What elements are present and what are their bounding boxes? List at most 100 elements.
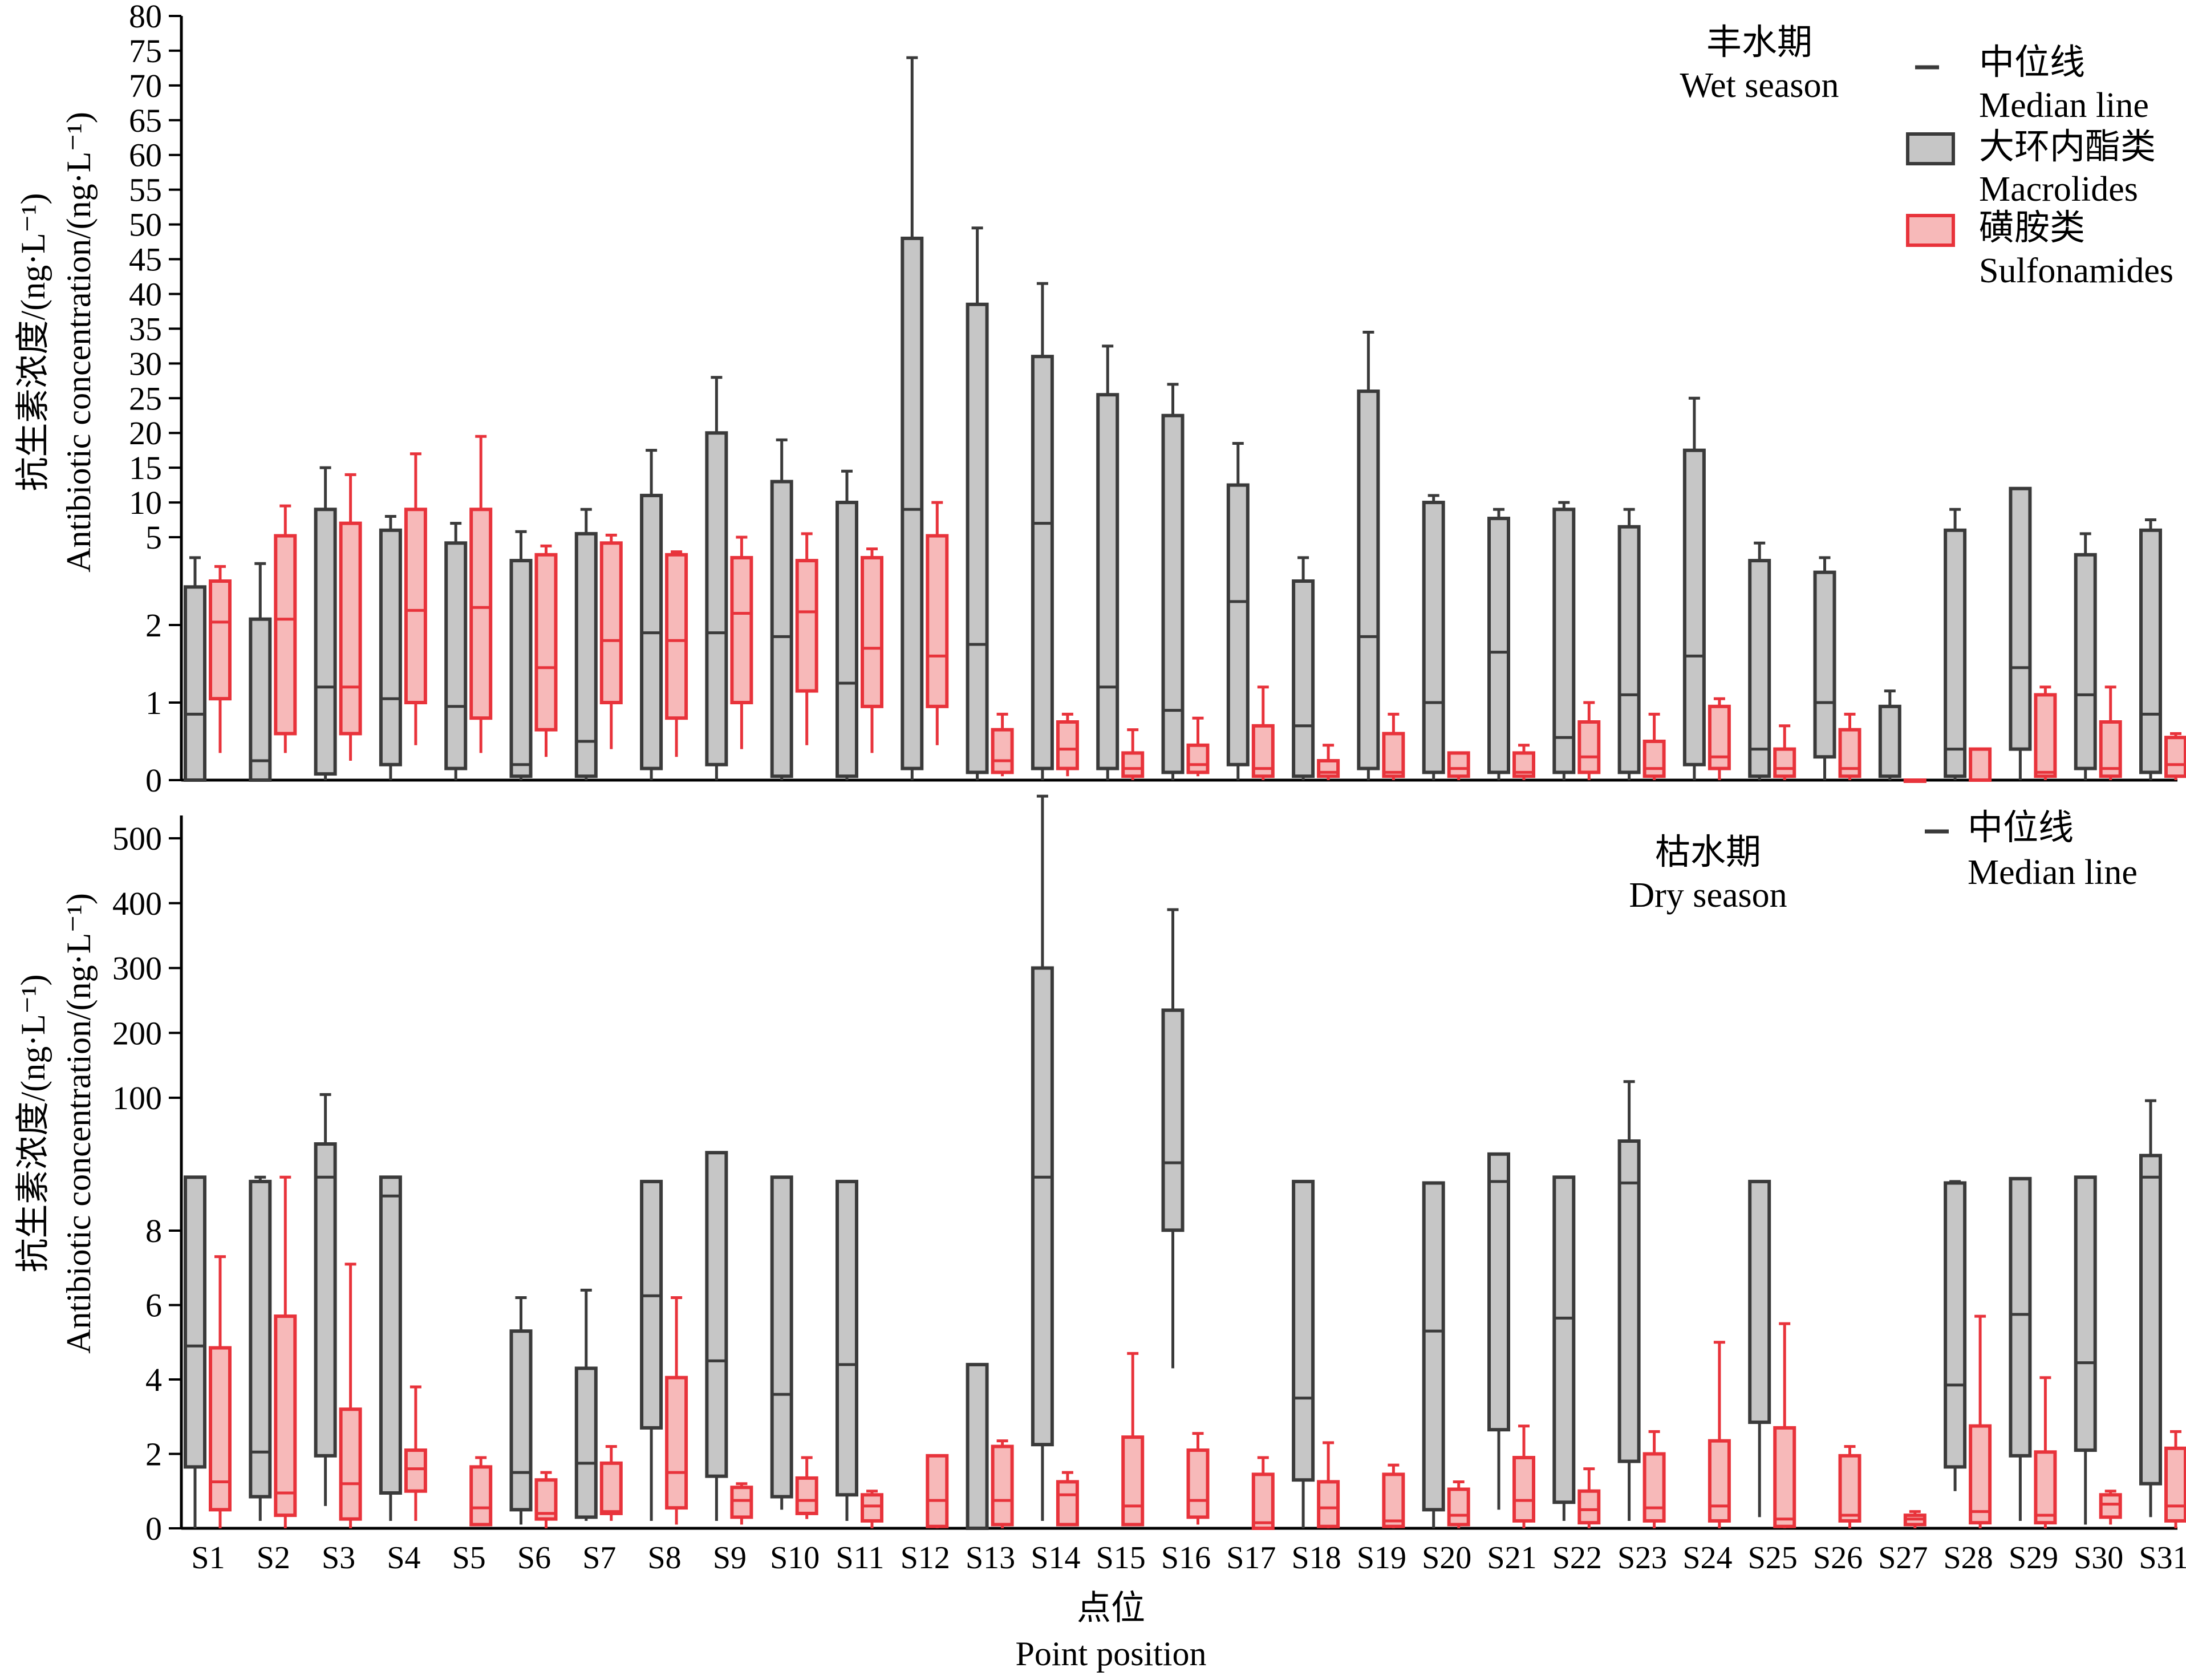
top-y-tick-label: 55 (129, 172, 162, 209)
top-y-tick-label: 70 (129, 67, 162, 104)
bottom-sulfonamides-s7-box (599, 1461, 623, 1515)
top-y-tick-label: 45 (129, 241, 162, 278)
bottom-macrolides-s4-box (379, 1175, 402, 1495)
top-macrolides-s14-box (1031, 355, 1054, 770)
x-tick-label-s26: S26 (1813, 1540, 1863, 1576)
x-tick-label-s9: S9 (713, 1540, 747, 1576)
bottom-sulfonamides-s18-box (1317, 1480, 1340, 1528)
bottom-sulfonamides-s21-box (1512, 1456, 1535, 1523)
x-tick-label-s20: S20 (1422, 1540, 1471, 1576)
top-sulfonamides-s25-box (1773, 747, 1796, 778)
bottom-sulfonamides-s22-box (1577, 1489, 1601, 1525)
top-macrolides-s15-box (1096, 393, 1120, 770)
top-y-tick-label: 50 (129, 206, 162, 244)
bottom-sulfonamides-s19-box (1382, 1472, 1405, 1528)
bottom-sulfonamides-s9-box (730, 1486, 753, 1519)
bottom-macrolides-s21-box (1487, 1152, 1510, 1432)
top-y-tick-label: 40 (129, 275, 162, 313)
bottom-sulfonamides-s15-box (1121, 1435, 1145, 1527)
bottom-y-tick-label: 8 (145, 1212, 162, 1249)
bottom-sulfonamides-s5-box (469, 1465, 493, 1527)
top-macrolides-s21-box (1487, 517, 1510, 774)
legend-sulfonamides-swatch (1906, 214, 1955, 247)
top-macrolides-s17-box (1226, 483, 1250, 766)
x-tick-label-s6: S6 (517, 1540, 551, 1576)
x-tick-label-s25: S25 (1748, 1540, 1798, 1576)
x-tick-label-s8: S8 (648, 1540, 682, 1576)
bottom-y-tick-label: 6 (145, 1287, 162, 1324)
bottom-sulfonamides-s14-box (1056, 1480, 1079, 1527)
x-tick-label-s18: S18 (1292, 1540, 1341, 1576)
bottom-sulfonamides-s2-box (274, 1314, 297, 1517)
legend-sulfonamides-en: Sulfonamides (1979, 251, 2173, 290)
bottom-sulfonamides-s26-box (1838, 1454, 1861, 1523)
x-tick-label-s30: S30 (2074, 1540, 2123, 1576)
x-tick-label-s13: S13 (966, 1540, 1015, 1576)
bottom-sulfonamides-s4-box (404, 1448, 427, 1493)
top-macrolides-s11-box (836, 501, 858, 778)
bottom-sulfonamides-s12-box (926, 1454, 949, 1528)
bottom-macrolides-s3-box (314, 1142, 337, 1458)
top-sulfonamides-s5-box (469, 508, 493, 720)
top-macrolides-s20-box (1422, 501, 1445, 774)
top-macrolides-s25-box (1748, 559, 1771, 778)
wet-season-title-en: Wet season (1680, 66, 1839, 105)
top-sulfonamides-s13-box (991, 728, 1014, 774)
bottom-macrolides-s18-box (1292, 1179, 1315, 1482)
top-macrolides-s10-box (770, 480, 793, 778)
x-tick-label-s11: S11 (836, 1540, 884, 1576)
bottom-sulfonamides-s20-box (1447, 1487, 1470, 1527)
top-y-tick-label: 25 (129, 380, 162, 417)
wet-season-title-cn: 丰水期 (1706, 23, 1812, 62)
bottom-y-tick-label: 200 (112, 1015, 162, 1052)
x-tick-label-s1: S1 (191, 1540, 225, 1576)
top-macrolides-s13-box (966, 302, 989, 774)
legend-median-cn-bottom: 中位线 (1968, 809, 2074, 847)
top-macrolides-s7-box (574, 531, 598, 778)
top-macrolides-s18-box (1292, 579, 1315, 778)
top-y-tick-label: 20 (129, 415, 162, 452)
x-tick-label-s27: S27 (1878, 1540, 1928, 1576)
x-tick-label-s10: S10 (770, 1540, 820, 1576)
bottom-macrolides-s13-box (966, 1362, 989, 1530)
top-y-tick-label: 35 (129, 310, 162, 347)
top-y-tick-label: 0 (145, 762, 162, 799)
bottom-macrolides-s7-box (574, 1366, 598, 1519)
top-macrolides-s6-box (509, 559, 533, 778)
x-tick-label-s12: S12 (901, 1540, 950, 1576)
bottom-y-tick-label: 4 (145, 1361, 162, 1398)
top-macrolides-s26-box (1813, 570, 1836, 759)
bottom-macrolides-s8-box (640, 1179, 663, 1430)
bottom-macrolides-s23-box (1617, 1139, 1641, 1463)
bottom-y-tick-label: 100 (112, 1080, 162, 1117)
x-tick-label-s23: S23 (1617, 1540, 1667, 1576)
bottom-macrolides-s16-box (1161, 1008, 1185, 1232)
legend-sulfonamides-cn: 磺胺类 (1979, 209, 2085, 247)
top-macrolides-s1-box (184, 585, 206, 782)
top-macrolides-s30-box (2074, 553, 2097, 770)
top-macrolides-s23-box (1617, 525, 1641, 774)
top-macrolides-s12-box (901, 236, 924, 770)
top-sulfonamides-s18-box (1317, 759, 1340, 778)
bottom-macrolides-s22-box (1552, 1175, 1576, 1504)
bottom-macrolides-s1-box (184, 1175, 206, 1469)
top-macrolides-s5-box (444, 541, 468, 770)
bottom-macrolides-s11-box (836, 1179, 858, 1497)
bottom-macrolides-s30-box (2074, 1175, 2097, 1452)
top-sulfonamides-s14-box (1056, 720, 1079, 770)
legend-median-en: Median line (1979, 86, 2149, 125)
x-tick-label-s14: S14 (1031, 1540, 1080, 1576)
top-y-tick-label: 30 (129, 345, 162, 382)
x-tick-label-s31: S31 (2139, 1540, 2186, 1576)
top-macrolides-s2-box (249, 617, 272, 782)
x-tick-label-s15: S15 (1096, 1540, 1146, 1576)
top-macrolides-s24-box (1682, 448, 1706, 766)
x-tick-label-s17: S17 (1226, 1540, 1276, 1576)
top-sulfonamides-s24-box (1708, 704, 1731, 770)
top-ylabel-en: Antibiotic concentration/(ng·L⁻¹) (60, 112, 98, 573)
top-sulfonamides-s31-box (2164, 736, 2186, 778)
legend-median-cn: 中位线 (1979, 43, 2085, 82)
dry-season-panel: 0 2 4 6 8 100 200 300 400 500 S1 S2 S3 S4 S5 S6 S7 S8 S9 S1… (112, 794, 2186, 1576)
